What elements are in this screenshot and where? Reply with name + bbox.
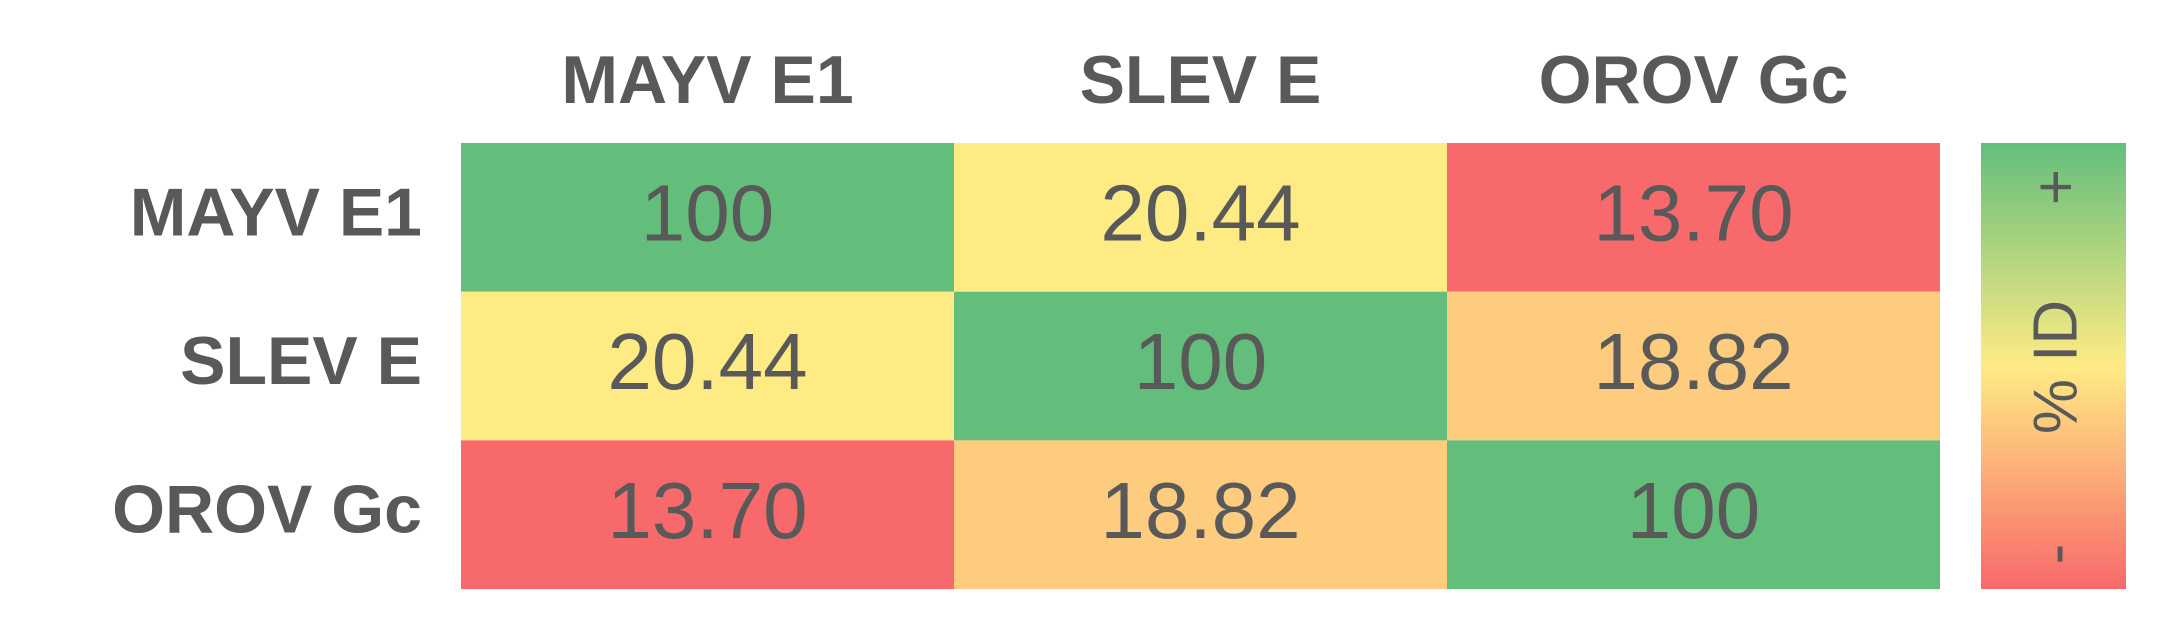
- cell-label: 13.70: [607, 466, 807, 555]
- cell-label: 13.70: [1593, 168, 1793, 257]
- heatmap-cell: [461, 143, 954, 292]
- row-label: OROV Gc: [112, 472, 422, 548]
- cell-label: 18.82: [1593, 317, 1793, 406]
- heatmap-cell: [1447, 143, 1940, 292]
- heatmap-cell: [1447, 440, 1940, 590]
- cell-label: 100: [641, 168, 774, 257]
- heatmap-cell: [461, 440, 954, 590]
- heatmap-cell: [954, 440, 1447, 590]
- cell-label: 18.82: [1100, 466, 1300, 555]
- cell-label: 20.44: [1100, 168, 1300, 257]
- column-label: MAYV E1: [561, 42, 853, 118]
- cell-label: 100: [1627, 466, 1760, 555]
- colorbar: [1981, 143, 2126, 589]
- heatmap-cell: [954, 291, 1447, 441]
- column-label: SLEV E: [1080, 42, 1322, 118]
- colorbar-high-label: +: [2021, 169, 2090, 205]
- row-label: MAYV E1: [130, 174, 422, 250]
- colorbar-label: % ID: [2021, 300, 2090, 434]
- column-label: OROV Gc: [1539, 42, 1849, 118]
- heatmap-cell: [1447, 291, 1940, 441]
- heatmap-cell: [954, 143, 1447, 292]
- cell-label: 100: [1134, 317, 1267, 406]
- colorbar-low-label: -: [2021, 544, 2090, 565]
- heatmap-cell: [461, 291, 954, 441]
- cell-label: 20.44: [607, 317, 807, 406]
- row-label: SLEV E: [180, 323, 422, 399]
